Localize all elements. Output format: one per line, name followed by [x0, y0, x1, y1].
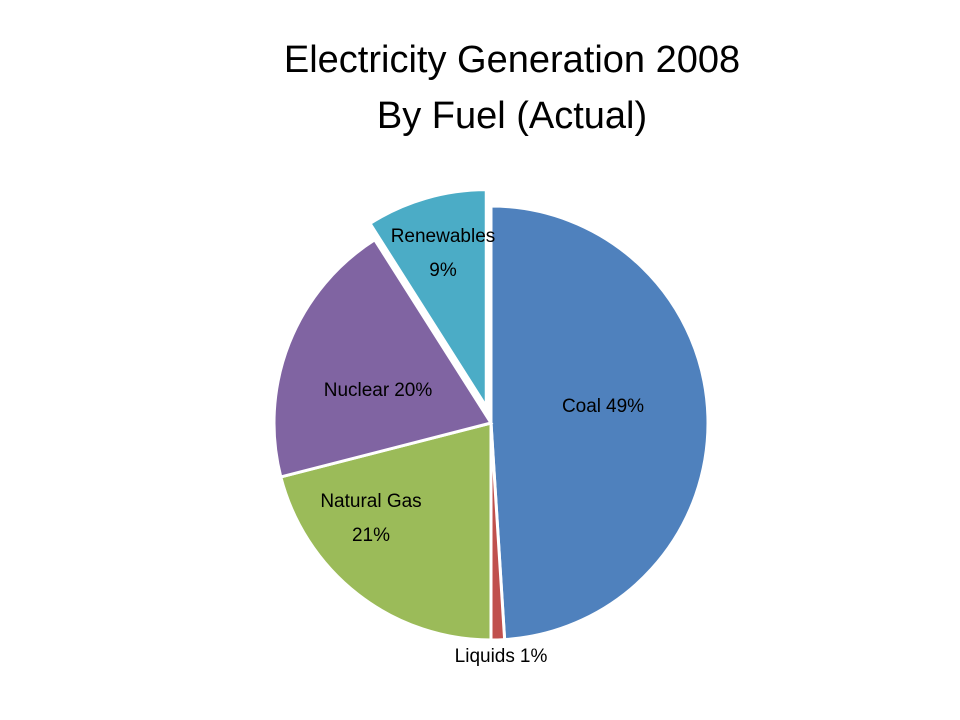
pie-slice: [489, 204, 710, 642]
data-label-value: 9%: [429, 260, 457, 281]
data-label-name: Renewables: [391, 226, 496, 247]
pie-slice: [367, 188, 488, 412]
data-label-value: 20%: [394, 380, 432, 401]
data-label-name: Coal: [562, 396, 601, 417]
data-label: Nuclear 20%: [324, 380, 433, 401]
data-labels: Coal 49% Liquids 1% Natural Gas 21% Nuclear 20%…: [320, 226, 644, 667]
data-label-name: Natural Gas: [320, 491, 421, 512]
data-label-name: Nuclear: [324, 380, 390, 401]
data-label-value: 1%: [520, 646, 548, 667]
pie-slice: [272, 237, 494, 479]
data-label-value: 21%: [352, 525, 390, 546]
pie-slice: [278, 421, 493, 642]
chart-title: Electricity Generation 2008: [284, 39, 740, 81]
data-label-value: 49%: [606, 396, 644, 417]
pie: [272, 188, 710, 642]
data-label: Liquids 1%: [455, 646, 548, 667]
data-label: Coal 49%: [562, 396, 644, 417]
data-label-name: Liquids: [455, 646, 515, 667]
chart-title: By Fuel (Actual): [377, 95, 647, 137]
